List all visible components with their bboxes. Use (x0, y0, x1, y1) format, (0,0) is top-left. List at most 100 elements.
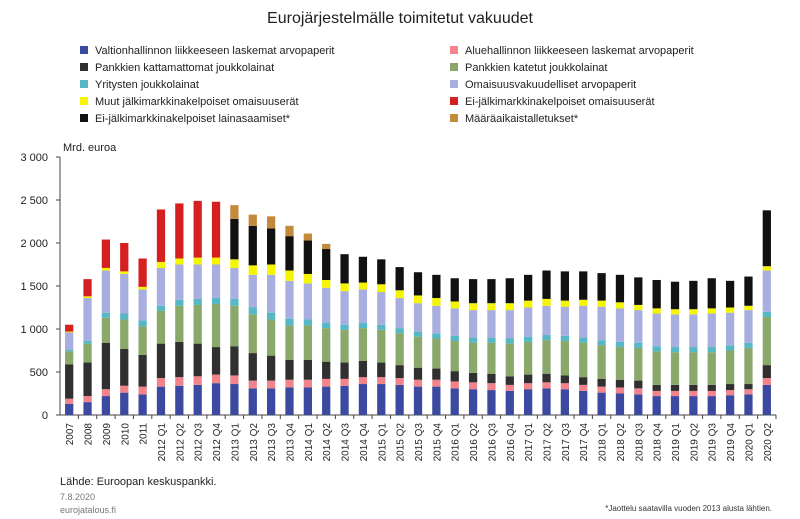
bar-segment (211, 257, 221, 265)
bar-segment (652, 351, 661, 385)
bar-segment (322, 386, 331, 415)
bar-segment (670, 390, 680, 397)
legend-swatch (80, 63, 88, 72)
bar-segment (358, 322, 368, 329)
bar-segment (395, 384, 404, 415)
bar-segment (634, 347, 643, 381)
bar-segment (652, 313, 661, 347)
bar-segment (615, 308, 625, 342)
bar-segment (413, 272, 423, 296)
bar-segment (505, 376, 514, 385)
bar-segment (377, 329, 386, 363)
bar-segment (120, 348, 129, 386)
bar-segment (615, 274, 625, 303)
bar-segment (267, 274, 276, 313)
bar-segment (597, 340, 606, 346)
x-tick-label: 2015 Q4 (432, 423, 443, 462)
bar-segment (101, 342, 111, 390)
x-tick-label: 2012 Q4 (212, 423, 223, 462)
x-tick-label: 2017 Q4 (579, 423, 590, 462)
bar-segment (487, 373, 496, 384)
bar-segment (322, 279, 331, 288)
bar-segment (230, 298, 239, 306)
bar-segment (542, 305, 551, 336)
bar-segment (744, 276, 753, 306)
bar-segment (285, 379, 294, 388)
bar-segment (652, 396, 661, 415)
bar-segment (468, 303, 478, 311)
legend-item: Muut jälkimarkkinakelpoiset omaisuuserät (80, 95, 299, 109)
x-tick-label: 2016 Q1 (451, 423, 462, 462)
x-tick-label: 2010 (120, 423, 131, 446)
bar-segment (432, 274, 441, 299)
legend-swatch (450, 97, 458, 106)
bar-segment (340, 324, 349, 330)
bar-segment (725, 280, 735, 308)
x-tick-label: 2013 Q1 (230, 423, 241, 462)
bar-segment (193, 200, 202, 258)
legend-label: Määräaikaistalletukset* (465, 113, 579, 126)
bar-segment (358, 256, 368, 283)
bar-segment (285, 236, 294, 271)
bar-segment (725, 384, 735, 391)
bar-segment (322, 249, 331, 280)
bar-segment (303, 325, 312, 360)
bar-segment (524, 300, 533, 308)
bar-segment (560, 306, 569, 336)
bar-segment (725, 312, 735, 346)
bar-segment (744, 347, 753, 385)
bar-segment (689, 390, 698, 397)
bar-segment (303, 273, 312, 284)
bar-segment (267, 228, 276, 265)
bar-segment (248, 353, 257, 381)
bar-segment (101, 396, 111, 415)
bar-segment (689, 352, 698, 385)
x-tick-label: 2016 Q2 (469, 423, 480, 462)
bar-segment (579, 271, 588, 300)
bar-segment (340, 329, 349, 363)
bar-segment (211, 264, 221, 299)
bar-segment (230, 305, 239, 347)
bar-segment (83, 296, 92, 299)
bar-segment (707, 390, 716, 397)
bar-segment (138, 354, 147, 387)
bar-segment (579, 390, 588, 415)
site-name[interactable]: eurojatalous.fi (60, 505, 117, 515)
legend-item: Yritysten joukkolainat (80, 78, 199, 92)
bar-segment (65, 364, 74, 399)
bar-segment (267, 216, 276, 229)
bar-segment (65, 332, 74, 350)
bar-segment (267, 319, 276, 356)
bar-segment (468, 382, 478, 390)
x-tick-label: 2012 Q1 (157, 423, 168, 462)
x-tick-label: 2013 Q3 (267, 423, 278, 462)
bar-segment (762, 384, 771, 415)
x-tick-label: 2019 Q4 (726, 423, 737, 462)
bar-segment (505, 278, 514, 304)
chart-title: Eurojärjestelmälle toimitetut vakuudet (267, 10, 533, 27)
bar-segment (432, 305, 441, 334)
legend-item: Ei-jälkimarkkinakelpoiset lainasaamiset* (80, 112, 290, 126)
bar-segment (193, 298, 202, 305)
bar-segment (413, 295, 423, 304)
x-tick-label: 2020 Q1 (744, 423, 755, 462)
bar-segment (707, 352, 716, 385)
bar-segment (707, 313, 716, 348)
legend-label: Omaisuusvakuudelliset arvopaperit (465, 79, 637, 92)
legend-swatch (450, 114, 458, 123)
bar-segment (524, 374, 533, 384)
bar-segment (634, 380, 643, 389)
legend-swatch (80, 114, 88, 123)
bar-segment (652, 279, 661, 309)
bar-segment (230, 205, 239, 219)
bar-segment (615, 387, 625, 394)
bar-segment (579, 384, 588, 391)
bar-segment (248, 214, 257, 226)
legend-swatch (450, 63, 458, 72)
legend-item: Valtionhallinnon liikkeeseen laskemat ar… (80, 44, 335, 58)
y-tick-label: 500 (30, 367, 48, 379)
bar-segment (230, 375, 239, 385)
bar-segment (560, 389, 569, 415)
bar-segment (175, 377, 184, 386)
bar-segment (432, 379, 441, 387)
